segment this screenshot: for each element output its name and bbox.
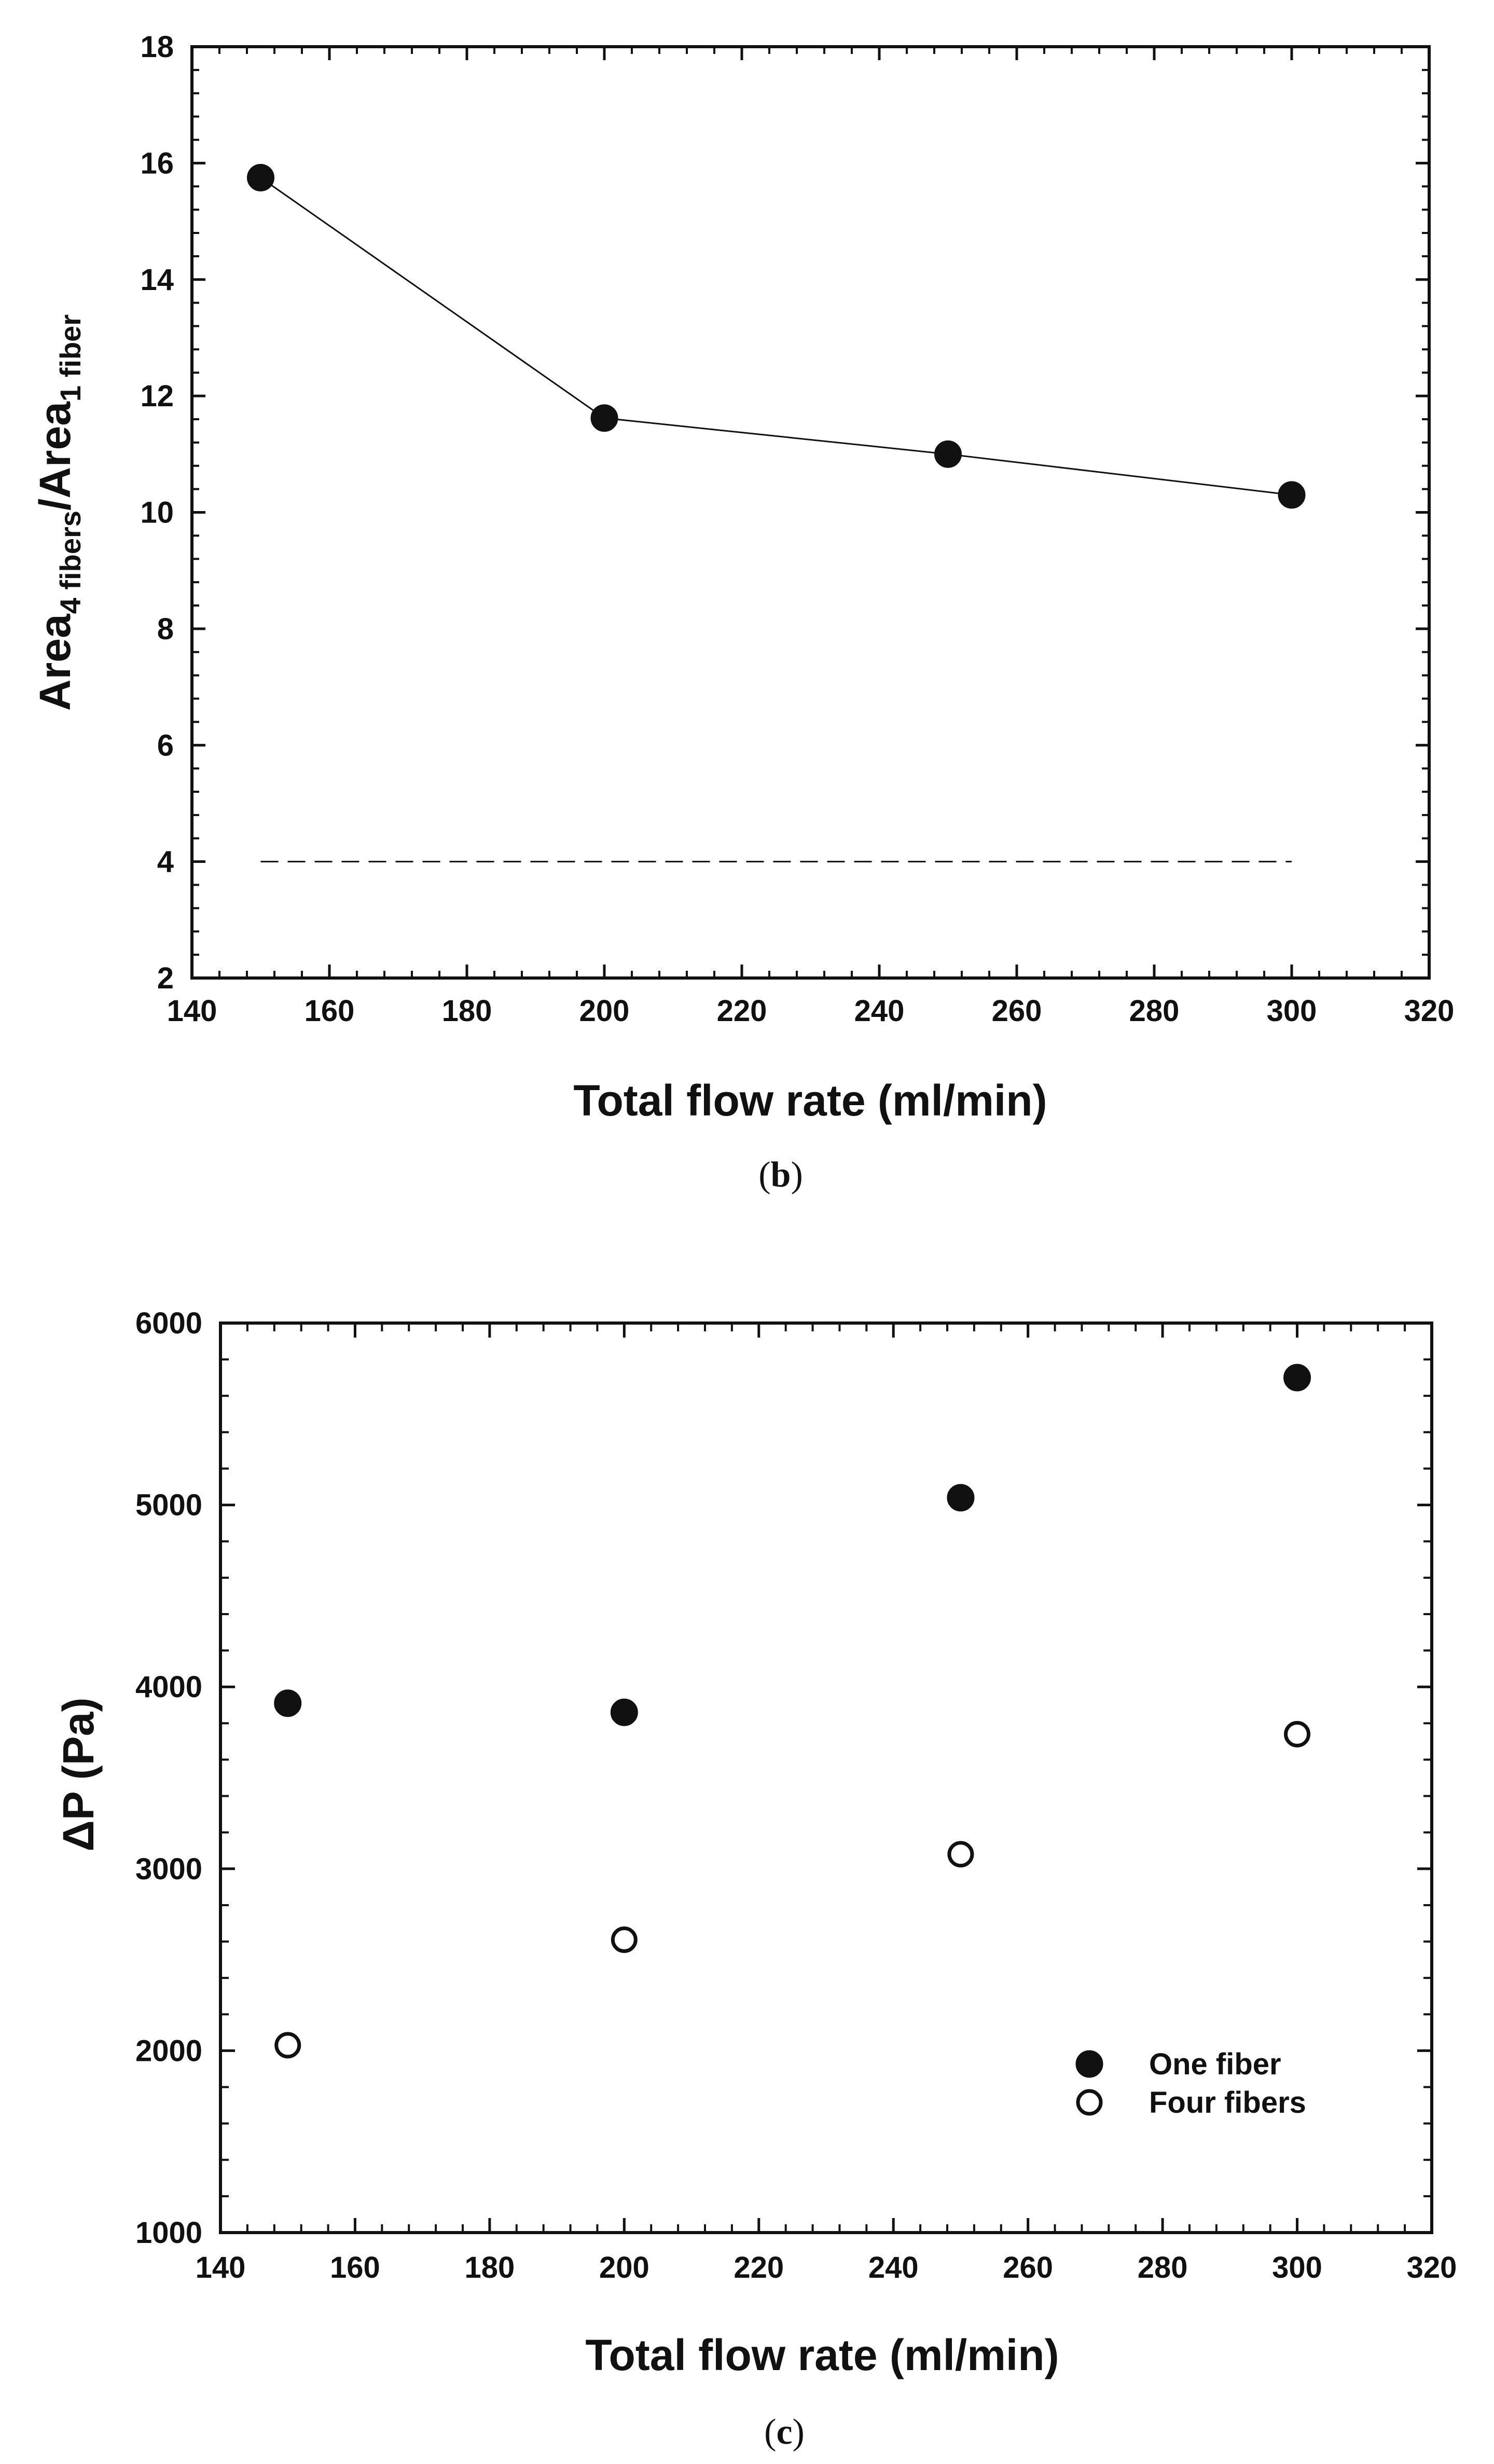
y-tick-label-2: 2 (157, 961, 174, 995)
panel-label-c: (c) (764, 2412, 805, 2452)
y-tick-label-8: 8 (157, 612, 174, 646)
x-tick-label-160: 160 (305, 994, 355, 1028)
data-point-series-0-200 (590, 404, 618, 432)
y-tick-label-1000: 1000 (135, 2216, 202, 2250)
x-tick-label-220: 220 (717, 994, 767, 1028)
data-point-series-0-250 (934, 440, 962, 468)
legend-marker-one-fiber (1075, 2050, 1103, 2078)
x-tick-label-300: 300 (1267, 994, 1317, 1028)
panel-label-c-letter: c (776, 2412, 792, 2452)
x-tick-label-320: 320 (1404, 994, 1455, 1028)
y-axis-title-c: ΔP (Pa) (54, 1698, 103, 1852)
data-point-one-fiber-200 (610, 1698, 638, 1726)
data-point-one-fiber-300 (1283, 1364, 1311, 1392)
chart-panel-b: 140 160 180 200 220 240 260 280 300 320 2 4 6 8 10 12 1… (31, 30, 1454, 1195)
x-tick-labels-c: 140 160 180 200 220 240 260 280 300 320 (196, 2251, 1457, 2284)
y-tick-label-6000: 6000 (135, 1306, 202, 1340)
y-axis-title-b-sub1: 4 fibers (54, 511, 87, 614)
series-line-series-0 (260, 177, 1292, 496)
data-point-four-fibers-250 (947, 1841, 974, 1868)
y-axis-title-b: Area4 fibers/Area1 fiber (31, 314, 87, 711)
y-axis-title-b-sub2: 1 fiber (54, 314, 87, 402)
y-tick-label-18: 18 (140, 30, 174, 64)
x-tick-labels-b: 140 160 180 200 220 240 260 280 300 320 (167, 994, 1455, 1028)
x-tick-label-240: 240 (868, 2251, 919, 2284)
panel-label-b: (b) (758, 1155, 803, 1195)
x-tick-label-280: 280 (1138, 2251, 1188, 2284)
x-tick-label-260: 260 (1003, 2251, 1053, 2284)
y-tick-label-16: 16 (140, 146, 174, 180)
data-point-one-fiber-250 (947, 1484, 975, 1512)
y-tick-label-6: 6 (157, 728, 174, 762)
x-axis-title-b: Total flow rate (ml/min) (573, 1076, 1047, 1125)
legend-label-one-fiber: One fiber (1149, 2047, 1281, 2081)
x-tick-label-280: 280 (1129, 994, 1180, 1028)
x-tick-label-180: 180 (442, 994, 492, 1028)
legend-label-four-fibers: Four fibers (1149, 2086, 1306, 2119)
y-tick-label-2000: 2000 (135, 2034, 202, 2068)
data-point-series-0-150 (247, 163, 274, 191)
data-point-one-fiber-150 (274, 1689, 302, 1717)
x-tick-label-240: 240 (854, 994, 905, 1028)
legend-c: One fiber Four fibers (1075, 2047, 1306, 2119)
tick-marks-b (190, 45, 1431, 980)
x-tick-label-160: 160 (330, 2251, 380, 2284)
x-tick-label-260: 260 (992, 994, 1042, 1028)
x-axis-title-c: Total flow rate (ml/min) (585, 2331, 1059, 2379)
y-tick-label-3000: 3000 (135, 1852, 202, 1886)
x-tick-label-200: 200 (599, 2251, 649, 2284)
chart-panel-c: 140 160 180 200 220 240 260 280 300 320 1000 2000 3… (54, 1306, 1457, 2452)
y-tick-label-14: 14 (140, 263, 174, 297)
plot-frame-b (190, 45, 1431, 980)
x-tick-label-220: 220 (734, 2251, 784, 2284)
legend-marker-four-fibers (1076, 2089, 1103, 2116)
data-point-four-fibers-300 (1284, 1720, 1311, 1747)
x-tick-label-180: 180 (464, 2251, 515, 2284)
y-tick-label-4: 4 (157, 845, 174, 879)
y-axis-title-b-base1: Area (31, 613, 79, 711)
x-tick-label-320: 320 (1407, 2251, 1457, 2284)
tick-marks-c (219, 1322, 1433, 2234)
x-tick-label-300: 300 (1272, 2251, 1322, 2284)
x-tick-label-200: 200 (579, 994, 630, 1028)
x-tick-label-140: 140 (196, 2251, 246, 2284)
y-tick-label-12: 12 (140, 379, 174, 413)
y-tick-label-5000: 5000 (135, 1489, 202, 1522)
y-tick-label-4000: 4000 (135, 1670, 202, 1704)
data-marks-c (274, 1364, 1311, 2059)
x-tick-label-140: 140 (167, 994, 217, 1028)
data-point-four-fibers-150 (274, 2032, 301, 2059)
y-axis-title-b-mid: /Area (31, 401, 79, 511)
panel-label-b-letter: b (771, 1155, 791, 1195)
y-tick-labels-c: 1000 2000 3000 4000 5000 6000 (135, 1306, 202, 2250)
y-tick-labels-b: 2 4 6 8 10 12 14 16 18 (140, 30, 174, 995)
plot-frame-c (219, 1322, 1433, 2234)
data-point-four-fibers-200 (611, 1926, 638, 1953)
data-point-series-0-300 (1278, 481, 1306, 509)
data-marks-b (247, 163, 1306, 863)
y-tick-label-10: 10 (140, 496, 174, 530)
